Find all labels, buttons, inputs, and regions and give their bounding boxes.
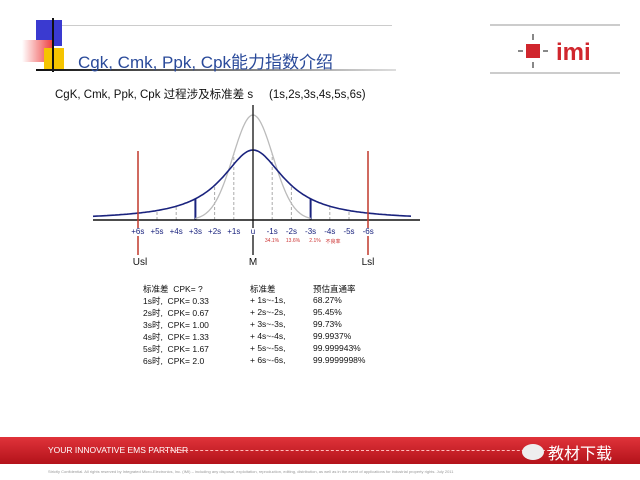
divider [36, 69, 396, 71]
watermark-text: 教材下载 [548, 446, 613, 463]
divider [160, 450, 560, 451]
table-cell: 95.45% [313, 307, 342, 317]
percent-label: 2.1% [309, 238, 321, 244]
divider [52, 18, 54, 72]
tick-label: +2s [208, 227, 222, 236]
table-header: 标准差 [250, 284, 276, 294]
tick-label: +1s [227, 227, 241, 236]
distribution-chart [92, 105, 420, 255]
percent-label: 13.6% [285, 238, 301, 244]
tick-label: -4s [324, 227, 336, 236]
tick-label: +5s [150, 227, 164, 236]
table-cell: 5s时, CPK= 1.67 [143, 344, 209, 354]
table-cell: 3s时, CPK= 1.00 [143, 320, 209, 330]
table-cell: 6s时, CPK= 2.0 [143, 356, 205, 366]
table-cell: 2s时, CPK= 0.67 [143, 308, 209, 318]
tick-label: -6s [362, 227, 374, 236]
confidential-notice: Strictly Confidential. All rights reserv… [48, 469, 454, 474]
tick-label: -5s [343, 227, 355, 236]
watermark: 教材下载 [522, 440, 612, 464]
divider [490, 72, 620, 74]
table-cell: 99.73% [313, 319, 342, 329]
normal-curve [92, 149, 412, 218]
tick-label: -3s [305, 227, 317, 236]
mean-label: M [248, 257, 258, 268]
divider [52, 25, 392, 26]
table-cell: 1s时, CPK= 0.33 [143, 296, 209, 306]
tick-label: -1s [266, 227, 278, 236]
table-cell: + 3s~-3s, [250, 319, 286, 329]
wechat-icon [522, 444, 544, 460]
percent-label: 不良率 [325, 239, 341, 245]
tick-label: u [250, 227, 256, 236]
tick-label: -2s [285, 227, 297, 236]
table-cell: 99.999943% [313, 343, 361, 353]
table-cell: + 1s~-1s, [250, 295, 286, 305]
tick-label: +4s [169, 227, 183, 236]
table-cell: 4s时, CPK= 1.33 [143, 332, 209, 342]
imi-logo: imi [518, 34, 591, 68]
slide-title: Cgk, Cmk, Ppk, Cpk能力指数介绍 [78, 53, 334, 72]
table-cell: + 2s~-2s, [250, 307, 286, 317]
table-cell: + 4s~-4s, [250, 331, 286, 341]
decor-square [44, 48, 64, 70]
table-cell: 99.9937% [313, 331, 352, 341]
usl-label: Usl [132, 257, 148, 268]
table-cell: 68.27% [313, 295, 342, 305]
table-header: 预估直通率 [313, 284, 356, 294]
table-cell: 99.9999998% [313, 355, 366, 365]
svg-text:imi: imi [556, 39, 591, 66]
table-header: 标准差 CPK= ? [143, 284, 203, 294]
tick-label: +3s [188, 227, 202, 236]
subtitle: CgK, Cmk, Ppk, Cpk 过程涉及标准差 s (1s,2s,3s,4… [55, 89, 366, 101]
percent-label: 34.1% [264, 238, 280, 244]
divider [490, 24, 620, 26]
table-cell: + 6s~-6s, [250, 355, 286, 365]
table-cell: + 5s~-5s, [250, 343, 286, 353]
tick-label: +6s [131, 227, 145, 236]
lsl-label: Lsl [361, 257, 375, 268]
